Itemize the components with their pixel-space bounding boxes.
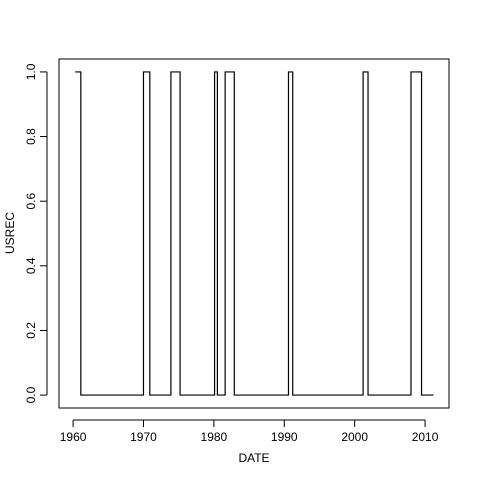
y-tick-label: 0.0: [24, 386, 38, 403]
y-tick-label: 1.0: [24, 63, 38, 80]
y-axis: 0.0 0.2 0.4 0.6 0.8 1.0: [24, 63, 48, 403]
series-line: [75, 71, 434, 396]
x-tick-label: 1990: [271, 430, 298, 444]
x-axis-label: DATE: [238, 451, 269, 465]
y-tick-label: 0.2: [24, 322, 38, 339]
x-tick-label: 1980: [201, 430, 228, 444]
x-tick-label: 2010: [412, 430, 439, 444]
y-tick-label: 0.4: [24, 257, 38, 274]
x-axis: 1960 1970 1980 1990 2000 2010: [60, 419, 439, 444]
x-tick-label: 1960: [60, 430, 87, 444]
x-tick-label: 1970: [130, 430, 157, 444]
x-tick-label: 2000: [341, 430, 368, 444]
y-axis-label: USREC: [3, 212, 17, 254]
plot-area-frame: [58, 58, 450, 409]
y-tick-label: 0.8: [24, 128, 38, 145]
y-tick-label: 0.6: [24, 193, 38, 210]
series-group: [75, 71, 434, 396]
